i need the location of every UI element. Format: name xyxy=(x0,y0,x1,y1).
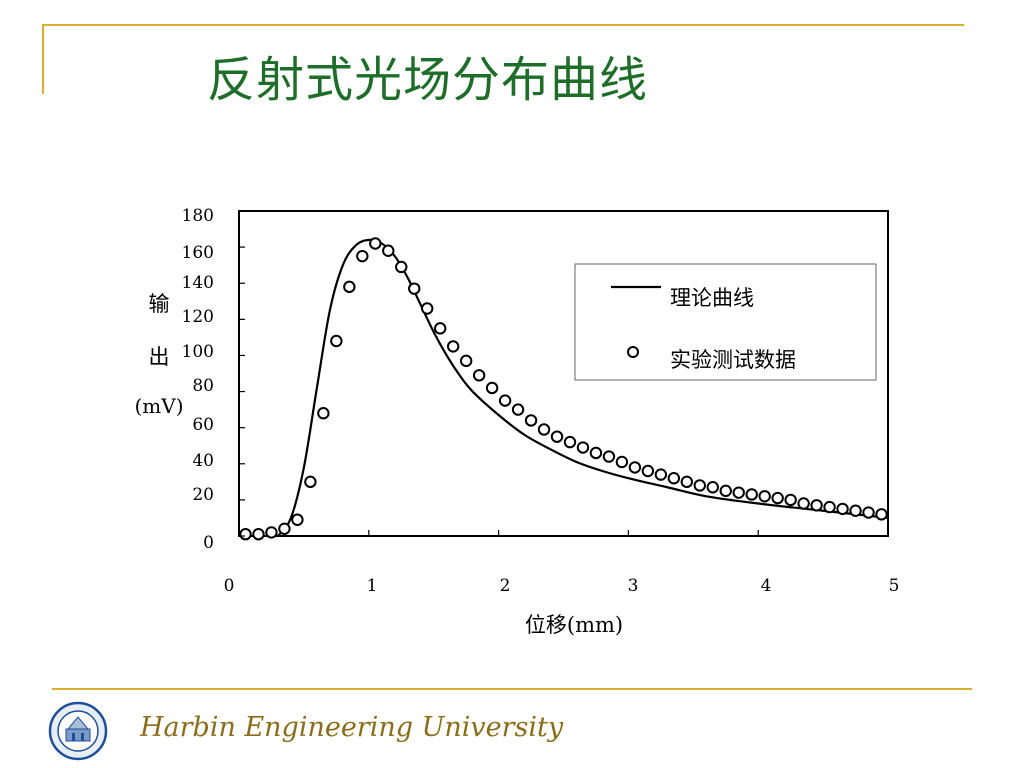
legend-box xyxy=(574,263,877,381)
data-point xyxy=(291,513,304,526)
y-axis-label-3: (mV) xyxy=(134,394,183,418)
data-point xyxy=(239,527,252,541)
data-point xyxy=(602,450,616,463)
data-point xyxy=(589,446,603,460)
x-tick-label: 1 xyxy=(367,576,378,596)
data-point xyxy=(862,506,875,519)
data-point xyxy=(576,441,590,454)
data-point xyxy=(304,475,317,489)
footer-rule xyxy=(52,688,972,690)
university-logo xyxy=(48,701,108,761)
data-point xyxy=(615,455,629,469)
data-point xyxy=(278,522,291,535)
header-rule-left xyxy=(42,24,44,94)
data-point xyxy=(485,381,499,395)
y-tick-label: 120 xyxy=(182,307,214,327)
data-point xyxy=(537,423,551,436)
data-point xyxy=(836,502,849,516)
legend-label-theory: 理论曲线 xyxy=(670,286,754,310)
data-point xyxy=(680,475,694,489)
y-tick-label: 40 xyxy=(192,451,214,471)
data-point xyxy=(706,481,719,494)
data-point xyxy=(771,491,784,505)
data-point xyxy=(719,484,732,498)
series-line-theory xyxy=(277,238,889,537)
data-point xyxy=(758,490,771,503)
data-point xyxy=(797,497,810,510)
data-point xyxy=(459,354,473,368)
data-point xyxy=(498,394,512,407)
y-tick-label: 160 xyxy=(182,243,214,263)
axis-layer: 0 20 40 60 80 100 120 140 160 180 0 1 2 3 4 5 xyxy=(182,206,900,596)
data-point xyxy=(472,369,486,382)
data-point xyxy=(395,260,408,274)
data-point xyxy=(421,302,434,315)
data-point xyxy=(641,464,655,478)
data-point xyxy=(408,282,421,295)
data-point xyxy=(524,414,538,427)
x-tick-label: 5 xyxy=(889,576,900,596)
y-tick-label: 20 xyxy=(192,485,214,505)
data-point xyxy=(369,237,382,250)
y-tick-label: 0 xyxy=(203,533,214,553)
y-tick-label: 180 xyxy=(182,206,214,226)
y-axis-label-2: 出 xyxy=(149,345,170,369)
y-tick-label: 100 xyxy=(182,342,214,362)
y-tick-label: 80 xyxy=(192,376,214,396)
header-rule-top xyxy=(42,24,964,26)
marker-layer xyxy=(239,237,888,541)
data-point xyxy=(330,334,343,348)
data-point xyxy=(849,504,862,517)
theory-layer xyxy=(277,238,889,537)
data-point xyxy=(252,527,265,541)
data-point xyxy=(382,244,395,257)
x-tick-label: 3 xyxy=(628,576,639,596)
legend-label-experiment: 实验测试数据 xyxy=(670,348,796,372)
x-tick-label: 4 xyxy=(761,576,772,596)
data-point xyxy=(343,280,356,294)
x-axis-label: 位移(mm) xyxy=(525,613,623,637)
x-tick-label: 0 xyxy=(224,576,235,596)
data-point xyxy=(550,430,564,443)
y-tick-label: 140 xyxy=(182,273,214,293)
data-point xyxy=(511,403,525,416)
data-point xyxy=(265,526,278,539)
data-point xyxy=(823,500,836,514)
data-point xyxy=(317,407,330,420)
data-point xyxy=(667,472,681,485)
data-point xyxy=(784,493,797,507)
y-tick-label: 60 xyxy=(192,415,214,435)
legend-marker-swatch xyxy=(627,346,639,358)
data-point xyxy=(693,479,706,492)
legend: 理论曲线 实验测试数据 xyxy=(574,263,877,381)
data-point xyxy=(732,486,745,499)
data-point xyxy=(563,435,577,449)
data-point xyxy=(745,488,758,501)
footer-university-name: Harbin Engineering University xyxy=(140,712,564,743)
slide-title: 反射式光场分布曲线 xyxy=(207,52,649,108)
data-point xyxy=(446,340,460,353)
x-tick-label: 2 xyxy=(500,576,511,596)
data-point xyxy=(875,508,888,521)
data-point xyxy=(628,461,642,474)
y-axis-label-1: 输 xyxy=(149,292,170,316)
data-point xyxy=(356,249,369,263)
data-point xyxy=(654,468,668,481)
data-point xyxy=(433,322,447,335)
data-point xyxy=(810,499,823,512)
